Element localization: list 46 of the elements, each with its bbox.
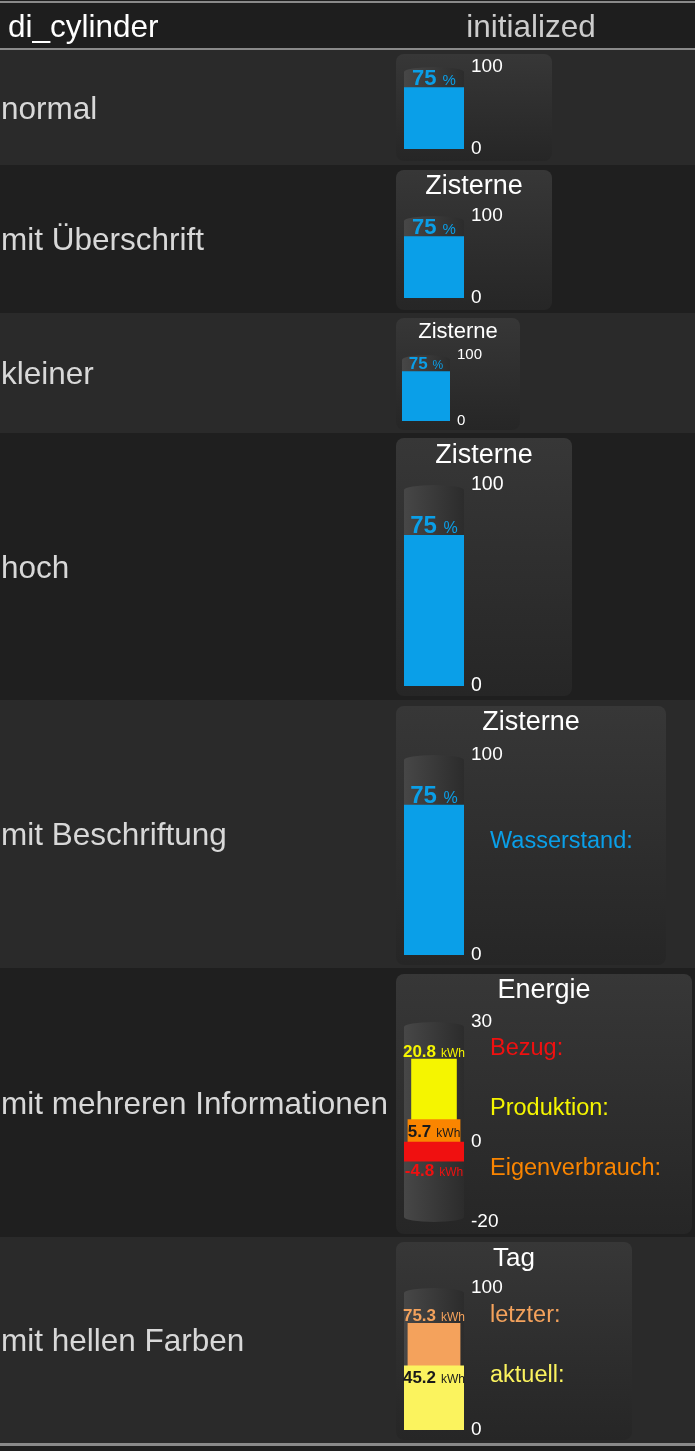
text: mit Überschrift [1, 220, 205, 258]
y-tick-label: 0 [471, 673, 482, 696]
y-tick-label: 100 [471, 204, 503, 226]
chart-title: Zisterne [435, 439, 533, 470]
y-tick-label: 100 [471, 55, 503, 77]
text: Bezug: [490, 1034, 564, 1061]
text: kleiner [1, 354, 94, 392]
text: mit hellen Farben [1, 1321, 245, 1359]
y-tick-label: 0 [471, 943, 482, 965]
text: initialized [465, 7, 597, 45]
y-tick-label: 0 [471, 137, 482, 159]
y-tick-label: 100 [457, 345, 483, 363]
data-label: 5.7 kWh [407, 1121, 461, 1141]
text: di_cylinder [8, 7, 159, 45]
series-label: letzter: [490, 1301, 561, 1328]
y-tick-label: 0 [457, 411, 466, 429]
chart-title: Tag [493, 1242, 535, 1273]
data-label: 75 % [408, 354, 444, 374]
data-label: 75 % [412, 214, 456, 240]
y-tick-label: 0 [471, 286, 482, 308]
series-label: aktuell: [490, 1361, 565, 1388]
chart-title: Zisterne [425, 170, 523, 201]
y-tick-label: 100 [471, 472, 504, 495]
data-label: -4.8 kWh [404, 1160, 464, 1180]
data-label: 75 % [410, 510, 458, 538]
text: hoch [1, 547, 70, 586]
text: mit mehreren Informationen [1, 1083, 388, 1122]
series-label: Eigenverbrauch: [490, 1154, 662, 1181]
data-label: 75 % [412, 65, 456, 91]
text: Energie [497, 974, 591, 1005]
chart-title: Zisterne [418, 318, 498, 344]
y-tick-label: 100 [471, 743, 503, 765]
y-tick-label: 0 [471, 1130, 482, 1152]
y-tick-label: 0 [471, 1418, 482, 1440]
data-label: 75.3 kWh [402, 1305, 466, 1325]
series-label: Produktion: [490, 1094, 609, 1121]
text: normal [1, 88, 98, 127]
text: mit Beschriftung [1, 815, 227, 853]
bar [404, 1141, 464, 1162]
text: Zisterne [482, 706, 580, 737]
data-label: 75 % [410, 780, 458, 808]
y-tick-label: 100 [471, 1276, 503, 1298]
data-label: 20.8 kWh [402, 1041, 466, 1061]
y-tick-label: 30 [471, 1010, 493, 1032]
y-tick-label: -20 [471, 1210, 499, 1232]
series-label: Wasserstand: [490, 827, 633, 854]
